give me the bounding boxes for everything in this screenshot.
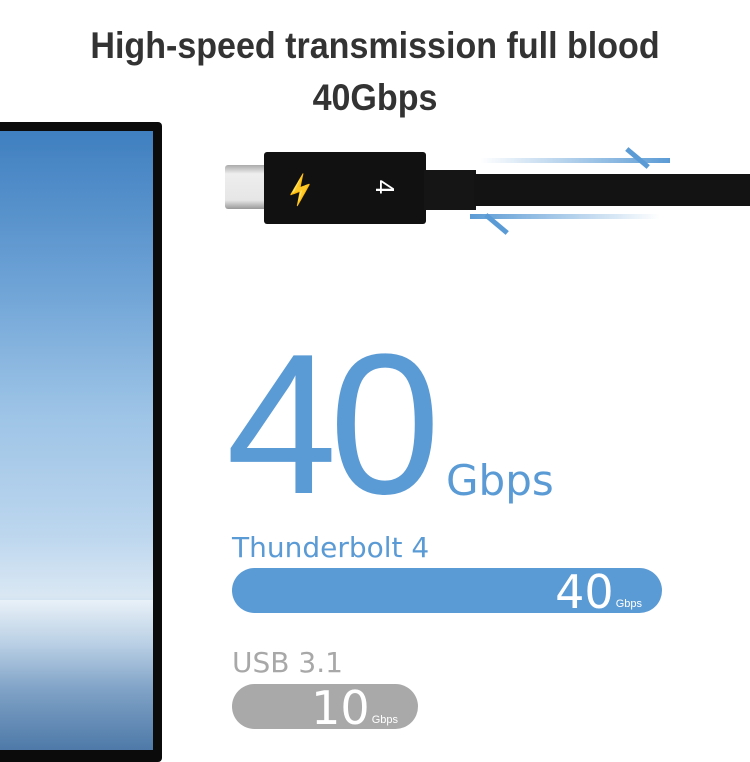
cable-cord	[474, 174, 750, 206]
cable-strain-relief	[424, 170, 476, 210]
arrow-left-icon	[470, 214, 660, 219]
cable-connector	[264, 152, 426, 224]
thunderbolt-speed-unit: Gbps	[615, 598, 642, 610]
thunderbolt-label: Thunderbolt 4	[232, 531, 430, 564]
hero-unit: Gbps	[446, 456, 554, 505]
usb-label: USB 3.1	[232, 646, 343, 679]
connector-number: 4	[370, 179, 401, 195]
arrow-right-icon	[480, 158, 670, 163]
usb-speed-value: 10	[311, 681, 370, 735]
snow-landscape	[0, 600, 153, 750]
thunderbolt-speed-value: 40	[555, 565, 614, 619]
usb-c-plug	[225, 165, 267, 209]
hero-value: 40	[226, 313, 440, 536]
thunderbolt-speed-bar: 40 Gbps	[232, 565, 662, 619]
usb-speed-unit: Gbps	[371, 714, 398, 726]
usb-speed-bar: 10 Gbps	[232, 681, 418, 735]
headline: High-speed transmission full blood 40Gbp…	[90, 25, 660, 118]
